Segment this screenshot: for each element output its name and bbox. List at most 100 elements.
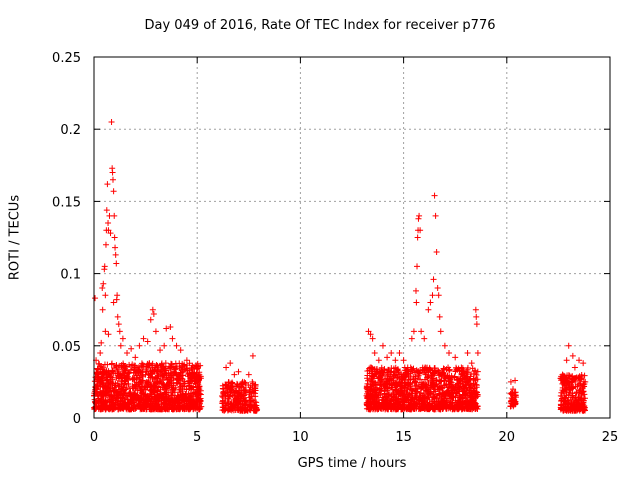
data-point (132, 385, 139, 392)
data-point (425, 372, 432, 379)
data-point (366, 367, 373, 374)
data-point (559, 371, 566, 378)
data-point (99, 380, 106, 387)
data-point (436, 391, 443, 398)
data-point (233, 405, 240, 412)
data-point (127, 397, 134, 404)
data-point (458, 364, 465, 371)
data-point (98, 404, 105, 411)
data-point (392, 357, 399, 364)
data-point (237, 397, 244, 404)
data-point (470, 380, 477, 387)
data-point (137, 369, 144, 376)
data-point (408, 335, 415, 342)
data-point (377, 379, 384, 386)
data-point (474, 368, 481, 375)
data-point (248, 393, 255, 400)
data-point (111, 365, 118, 372)
data-point (239, 406, 246, 413)
data-point (225, 393, 232, 400)
data-point (466, 376, 473, 383)
x-axis: 0 5 10 15 20 25 (90, 57, 618, 445)
data-point (117, 397, 124, 404)
data-point (390, 389, 397, 396)
y-axis: 0 0.05 0.1 0.15 0.2 0.25 (52, 51, 610, 427)
data-point (101, 263, 108, 270)
data-point (147, 371, 154, 378)
data-point (237, 401, 244, 408)
data-point (385, 405, 392, 412)
data-point (472, 394, 479, 401)
data-points (91, 118, 589, 414)
data-point (161, 342, 168, 349)
data-point (455, 365, 462, 372)
data-point (110, 299, 117, 306)
data-point (418, 379, 425, 386)
data-point (577, 405, 584, 412)
data-point (163, 325, 170, 332)
data-point (169, 403, 176, 410)
data-point (569, 393, 576, 400)
data-point (395, 390, 402, 397)
data-point (436, 371, 443, 378)
data-point (242, 397, 249, 404)
data-point (126, 369, 133, 376)
data-point (172, 404, 179, 411)
data-point (100, 280, 107, 287)
data-point (99, 285, 106, 292)
data-point (179, 376, 186, 383)
data-point (171, 366, 178, 373)
data-point (463, 382, 470, 389)
data-point (578, 390, 585, 397)
data-point (171, 389, 178, 396)
data-point (431, 403, 438, 410)
data-point (92, 384, 99, 391)
data-point (118, 362, 125, 369)
data-point (426, 364, 433, 371)
data-point (570, 383, 577, 390)
data-point (130, 395, 137, 402)
data-point (415, 215, 422, 222)
data-point (92, 295, 99, 302)
x-tick-label: 20 (499, 430, 516, 445)
data-point (105, 331, 112, 338)
data-point (109, 176, 116, 183)
data-point (376, 389, 383, 396)
data-point (225, 404, 232, 411)
data-point (146, 391, 153, 398)
data-point (219, 392, 226, 399)
data-point (167, 324, 174, 331)
data-point (118, 372, 125, 379)
data-point (468, 387, 475, 394)
data-point (372, 370, 379, 377)
data-point (435, 292, 442, 299)
data-point (157, 368, 164, 375)
data-point (190, 371, 197, 378)
data-point (407, 404, 414, 411)
data-point (418, 383, 425, 390)
data-point (580, 395, 587, 402)
data-point (566, 381, 573, 388)
data-point (227, 389, 234, 396)
data-point (509, 386, 516, 393)
data-point (126, 406, 133, 413)
data-point (108, 388, 115, 395)
data-point (416, 212, 423, 219)
data-point (192, 403, 199, 410)
data-point (390, 365, 397, 372)
data-point (166, 374, 173, 381)
data-point (450, 404, 457, 411)
data-point (578, 371, 585, 378)
data-point (385, 392, 392, 399)
data-point (97, 396, 104, 403)
data-point (105, 220, 112, 227)
data-point (384, 387, 391, 394)
data-point (388, 350, 395, 357)
data-point (472, 377, 479, 384)
data-point (105, 405, 112, 412)
data-point (154, 368, 161, 375)
data-point (414, 386, 421, 393)
data-point (381, 365, 388, 372)
data-point (412, 385, 419, 392)
